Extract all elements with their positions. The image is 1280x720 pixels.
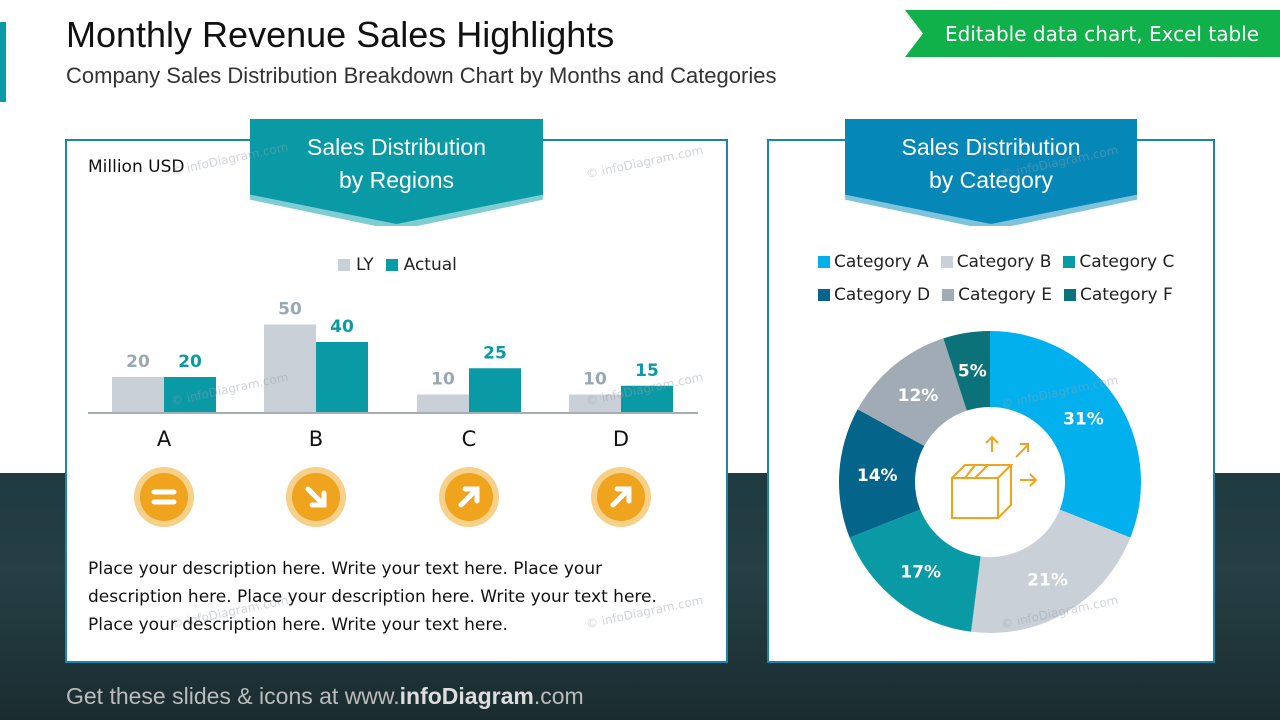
legend-label: Category C [1079,252,1175,272]
pie-legend: Category D Category E Category F [818,285,1173,305]
donut-slice-category-c [849,509,981,632]
equal-icon [140,473,188,521]
legend-swatch [940,256,953,268]
legend-swatch [338,259,350,271]
bar-value-label: 20 [178,352,202,372]
x-tick-label: C [462,427,477,451]
legend-label: Category D [834,285,931,305]
title-accent [0,22,6,102]
donut-slice-category-b [971,509,1131,634]
bar-value-label: 10 [583,370,607,390]
arrow-glyph [610,486,632,508]
ribbon-line: by Regions [338,167,455,193]
slice-label: 17% [900,562,941,582]
regions-ribbon: Sales Distribution by Regions [250,119,543,224]
donut-slice-category-d [839,409,925,538]
bar-actual-C [469,368,521,412]
donut-slice-category-f [943,331,990,411]
box-outline [951,464,1014,519]
legend-label: Category E [958,285,1052,305]
description-text: Place your description here. Write your … [88,559,657,635]
bar-actual-B [316,342,368,412]
slice-label: 5% [958,361,987,381]
editable-badge: Editable data chart, Excel table [905,10,1280,57]
bar-value-label: 40 [330,317,354,337]
bar-value-label: 20 [126,352,150,372]
bar-ly-D [569,394,621,412]
footer-suffix: .com [533,683,584,709]
footer: Get these slides & icons at www.infoDiag… [66,683,584,710]
slice-label: 21% [1027,570,1068,590]
donut-slice-category-a [990,331,1141,538]
bar-value-label: 10 [431,370,455,390]
donut-slice-category-e [857,338,967,446]
pie-legend: Category A Category B Category C [818,252,1174,272]
unit-label: Million USD [88,157,185,177]
legend-label: Category B [956,252,1052,272]
footer-brand[interactable]: infoDiagram [399,683,534,709]
arrow-glyph [458,486,480,508]
page-title: Monthly Revenue Sales Highlights [66,14,615,55]
bar-value-label: 25 [483,343,507,363]
bar-value-label: 15 [635,361,659,381]
bar-legend: LY Actual [338,255,457,275]
legend-swatch [942,289,955,301]
legend-swatch [818,256,830,268]
x-tick-label: D [613,427,629,451]
bar-actual-A [164,377,216,412]
ribbon-line: Sales Distribution [307,134,486,160]
bar-value-label: 50 [278,300,302,320]
arrows [985,435,1038,487]
legend-label: Category F [1079,285,1173,305]
bar-ly-C [417,394,469,412]
arrow-glyph [305,486,327,508]
ribbon-line: Sales Distribution [901,134,1081,160]
footer-prefix: Get these slides & icons at www. [66,683,400,709]
legend-swatch [1063,289,1076,301]
legend-swatch [385,259,398,271]
bar-actual-D [621,385,673,412]
slice-label: 12% [898,386,939,406]
bar-ly-A [112,377,164,412]
ribbon-line: by Category [928,167,1053,193]
slice-label: 14% [857,466,898,486]
slice-label: 31% [1063,409,1104,429]
bar-ly-B [264,324,316,412]
x-tick-label: A [157,427,172,451]
page-subtitle: Company Sales Distribution Breakdown Cha… [66,63,777,88]
legend-swatch [818,289,830,301]
legend-label: Actual [403,255,457,275]
x-tick-label: B [309,427,323,451]
legend-label: LY [356,255,374,275]
box-shipping-icon [951,435,1038,519]
legend-swatch [1063,256,1076,268]
legend-label: Category A [834,252,929,272]
